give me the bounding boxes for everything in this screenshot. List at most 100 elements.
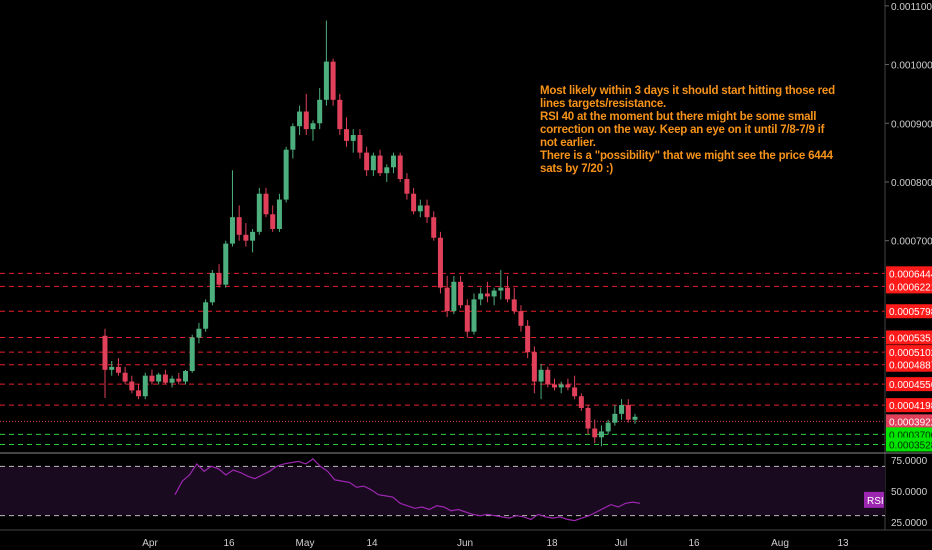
level-badge (886, 304, 932, 319)
candle-body (464, 305, 470, 332)
level-lines (0, 272, 885, 445)
candle-body (518, 311, 524, 326)
candle-body (203, 302, 209, 329)
level-label: 0.0003922 (889, 417, 932, 428)
candle-body (270, 214, 276, 229)
candle-body (216, 272, 222, 285)
level-badge (886, 398, 932, 413)
candle-body (531, 352, 537, 382)
candle-body (229, 217, 235, 244)
candle-body (256, 193, 262, 232)
candle-body (129, 381, 135, 391)
candle-body (498, 287, 504, 291)
candle-body (424, 205, 430, 218)
candle-body (290, 126, 296, 150)
candle-body (384, 167, 390, 174)
candle-body (196, 328, 202, 338)
candle-body (276, 199, 282, 229)
rsi-band (0, 466, 885, 516)
level-label: 0.0005351 (889, 333, 932, 344)
candle-body (505, 287, 511, 300)
level-label: 0.0004198 (889, 401, 932, 412)
candle-body (364, 152, 370, 171)
x-tick-label: 14 (366, 538, 378, 549)
candle-body (357, 135, 363, 153)
candle-body (491, 290, 497, 297)
candle-body (585, 407, 591, 429)
level-labels: 0.0006444 0.0006221 0.0005798 0.0005351 0.00… (886, 266, 932, 452)
x-axis: Apr 16 May 14 Jun 18 Jul 16 Aug 13 (0, 529, 932, 549)
level-badge (886, 330, 932, 345)
level-badge (886, 345, 932, 360)
candle-body (250, 231, 256, 241)
level-label: 0.0006444 (889, 269, 932, 280)
candle-body (397, 155, 403, 180)
rsi-label: RSI (867, 496, 884, 507)
candle-body (437, 237, 443, 288)
candle-body (545, 369, 551, 385)
candle-body (551, 384, 557, 388)
level-label: 0.0005798 (889, 307, 932, 318)
candle-body (592, 428, 598, 438)
candle-body (511, 299, 517, 312)
candle-body (572, 387, 578, 397)
x-tick-label: Jun (457, 538, 473, 549)
rsi-pane: 75.0000 50.0000 25.0000 RSI (0, 452, 932, 529)
candle-body (370, 155, 376, 171)
x-tick-label: 18 (546, 538, 558, 549)
candle-body (330, 61, 336, 100)
x-tick-label: May (296, 538, 315, 549)
candle-body (444, 287, 450, 312)
candle-body (243, 234, 249, 241)
candle-body (411, 193, 417, 212)
candle-body (350, 135, 356, 141)
candle-body (109, 366, 115, 370)
candle-body (176, 378, 182, 382)
rsi-line (174, 458, 641, 522)
candle-body (297, 111, 303, 127)
candle-body (156, 374, 162, 382)
candle-body (558, 384, 564, 388)
candle-body (538, 369, 544, 382)
level-badge (886, 357, 932, 372)
candle-body (578, 396, 584, 408)
candle-body (283, 149, 289, 200)
candle-body (303, 111, 309, 130)
candle-body (337, 99, 343, 130)
level-badge (886, 414, 932, 429)
candle-body (417, 205, 423, 212)
candle-body (122, 372, 128, 382)
level-badge (886, 437, 932, 452)
level-label: 0.0005102 (889, 348, 932, 359)
candle-body (344, 129, 350, 141)
candle-body (223, 243, 229, 285)
x-tick-label: Jul (615, 538, 628, 549)
candle-body (236, 217, 242, 235)
level-badge (886, 266, 932, 281)
level-label: 0.0004556 (889, 380, 932, 391)
candle-body (377, 155, 383, 174)
candle-body (323, 61, 329, 100)
candle-body (115, 366, 121, 373)
candle-body (136, 390, 142, 397)
level-badge (886, 279, 932, 294)
candle-body (478, 293, 484, 300)
candle-body (484, 293, 490, 297)
level-label: 0.0004887 (889, 361, 932, 372)
rsi-badge (864, 491, 884, 508)
candle-body (183, 370, 189, 382)
candle-body (471, 299, 477, 332)
candles (102, 20, 638, 447)
rsi-tick-label: 25.0000 (891, 518, 928, 529)
candle-body (263, 193, 269, 215)
candle-body (169, 378, 175, 383)
rsi-tick-label: 50.0000 (891, 487, 928, 498)
candle-body (598, 431, 604, 438)
candle-body (625, 405, 631, 420)
x-tick-label: 16 (223, 538, 235, 549)
